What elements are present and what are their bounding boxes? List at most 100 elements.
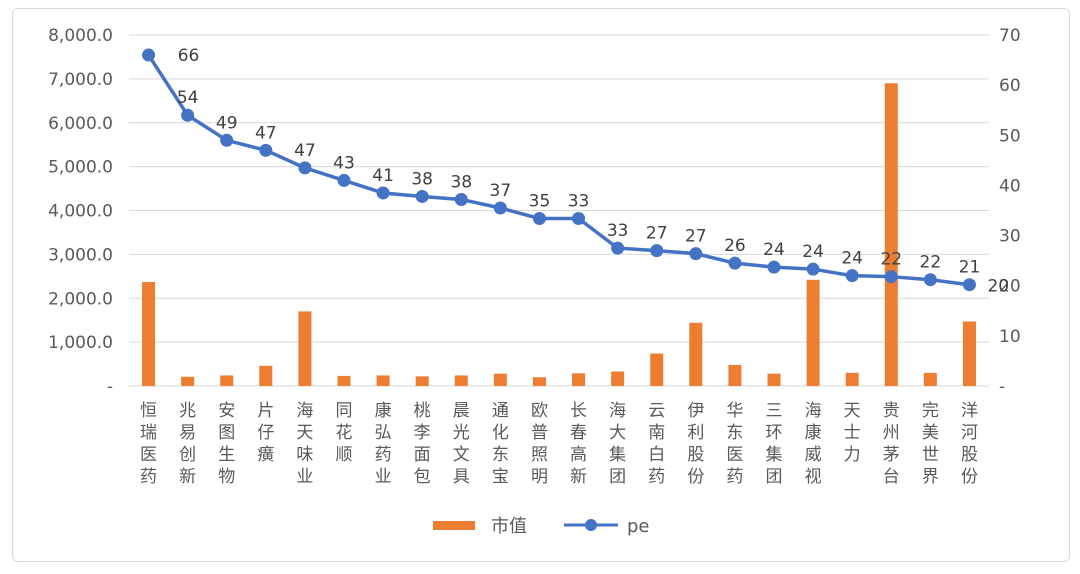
category-label-char: 美 — [922, 423, 939, 443]
legend-line-marker — [585, 519, 597, 531]
category-label-char: 股 — [687, 445, 704, 465]
bar — [220, 375, 234, 386]
legend-line-label: pe — [627, 516, 650, 537]
y-left-tick-label: 7,000.0 — [48, 70, 113, 90]
category-label-char: 利 — [687, 423, 704, 443]
category-label-char: 华 — [726, 401, 743, 421]
category-label-char: 海 — [296, 401, 313, 421]
category-labels: 恒瑞医药兆易创新安图生物片仔癀海天味业同花顺康弘药业桃李面包晨光文具通化东宝欧普… — [140, 401, 978, 487]
y-right-tick-label: 50 — [999, 126, 1021, 146]
bar — [259, 365, 273, 386]
bar — [572, 373, 586, 386]
category-label-char: 天 — [844, 401, 861, 421]
bar — [689, 322, 703, 386]
bar — [337, 375, 351, 386]
line-data-label: 47 — [294, 141, 316, 161]
line-point — [298, 161, 312, 175]
line-data-label: 27 — [646, 224, 668, 244]
line-data-label: 49 — [216, 113, 238, 133]
line-point — [454, 192, 468, 206]
chart-frame: - 1,000.0 2,000.0 3,000.0 4,000.0 5,000.0 6,00… — [12, 8, 1070, 562]
category-label-char: 晨 — [453, 401, 470, 421]
line-point — [220, 133, 234, 147]
category-label-char: 药 — [375, 445, 392, 465]
line-data-label: 20 — [987, 277, 1009, 297]
y-left-tick-label: 1,000.0 — [48, 333, 113, 353]
pe-line — [147, 54, 970, 287]
line-point — [845, 269, 859, 283]
bar — [806, 279, 820, 386]
line-point — [142, 48, 156, 62]
right-axis: - 10 20 30 40 50 60 70 — [999, 26, 1021, 397]
bar — [611, 371, 625, 386]
category-label-char: 春 — [570, 423, 587, 443]
category-label-char: 天 — [296, 423, 313, 443]
category-label-char: 恒 — [140, 401, 157, 421]
bar — [493, 373, 507, 386]
gridlines — [129, 34, 989, 387]
bar — [650, 353, 664, 386]
line-data-label: 22 — [920, 253, 942, 273]
bar — [728, 364, 742, 386]
line-data-label: 22 — [880, 250, 902, 270]
line-data-label: 38 — [411, 169, 433, 189]
category-label-char: 大 — [609, 423, 626, 443]
bar — [142, 282, 156, 386]
category-label-char: 高 — [570, 445, 587, 465]
category-label-char: 河 — [961, 423, 978, 443]
y-left-tick-label: 5,000.0 — [48, 158, 113, 178]
line-data-label: 66 — [178, 46, 200, 66]
category-label-char: 照 — [531, 445, 548, 465]
category-label-char: 普 — [531, 423, 548, 443]
y-right-tick-label: - — [999, 377, 1005, 397]
line-data-label: 26 — [724, 236, 746, 256]
line-data-label: 47 — [255, 123, 277, 143]
line-point — [572, 212, 586, 226]
category-label-char: 化 — [492, 423, 509, 443]
line-point — [337, 173, 351, 187]
category-label-char: 股 — [961, 445, 978, 465]
line-data-label: 37 — [490, 181, 512, 201]
line-point — [532, 212, 546, 226]
category-label-char: 图 — [218, 423, 235, 443]
category-label: 片仔癀 — [257, 401, 274, 465]
category-label-char: 同 — [336, 401, 353, 421]
category-label-char: 三 — [766, 401, 783, 421]
line-point — [728, 256, 742, 270]
legend-bar-label: 市值 — [491, 516, 527, 537]
line-point — [611, 241, 625, 255]
y-right-tick-label: 10 — [999, 327, 1021, 347]
category-label-char: 癀 — [257, 445, 274, 465]
bar — [454, 375, 468, 386]
category-label-char: 文 — [453, 445, 470, 465]
category-label-char: 业 — [296, 467, 313, 487]
category-label-char: 茅 — [883, 445, 900, 465]
line-point — [689, 247, 703, 261]
bar — [376, 375, 390, 386]
category-label-char: 长 — [570, 401, 587, 421]
line-point — [493, 201, 507, 215]
category-label-char: 医 — [140, 445, 157, 465]
category-label-char: 州 — [883, 423, 900, 443]
bar — [767, 373, 781, 386]
line-data-label: 38 — [450, 172, 472, 192]
category-label-char: 味 — [296, 445, 313, 465]
line-point — [806, 262, 820, 276]
category-label-char: 视 — [805, 467, 822, 487]
line-point — [962, 278, 976, 292]
category-label-char: 洋 — [961, 401, 978, 421]
category-label-char: 具 — [453, 467, 470, 487]
category-label-char: 桃 — [414, 401, 431, 421]
category-label-char: 份 — [961, 467, 978, 487]
category-label-char: 东 — [492, 445, 509, 465]
category-label-char: 贵 — [883, 401, 900, 421]
